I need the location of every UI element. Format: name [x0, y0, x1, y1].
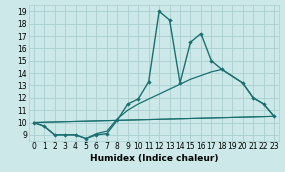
- X-axis label: Humidex (Indice chaleur): Humidex (Indice chaleur): [90, 154, 218, 163]
